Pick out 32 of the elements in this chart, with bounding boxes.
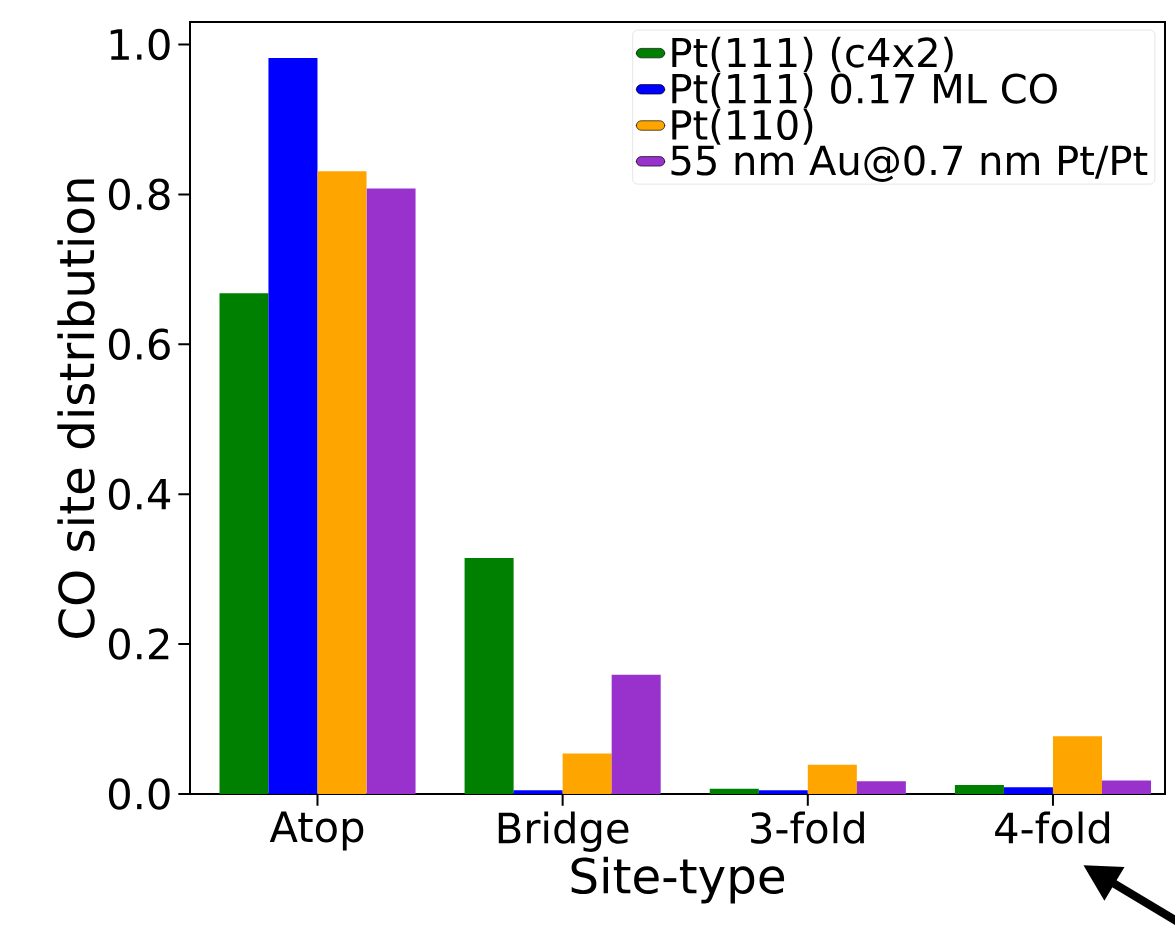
- legend-label: Pt(111) (c4x2): [672, 36, 953, 73]
- bar: [317, 171, 367, 794]
- bar: [219, 293, 269, 794]
- legend-label: Pt(110): [672, 109, 813, 145]
- bar: [366, 188, 416, 794]
- bar: [1003, 787, 1053, 794]
- bar: [464, 557, 514, 794]
- y-tick-label: 0.6: [108, 328, 170, 361]
- x-tick-label: Atop: [269, 811, 364, 851]
- x-tick-label: Bridge: [498, 811, 629, 852]
- x-tick-label: 3-fold: [751, 811, 864, 844]
- bar: [1052, 736, 1102, 794]
- y-tick-label: 1.0: [110, 28, 170, 61]
- bar: [954, 784, 1004, 794]
- y-tick-label: 0.8: [108, 178, 170, 211]
- bar: [1101, 780, 1152, 794]
- legend-label: Pt(111) 0.17 ML CO: [672, 72, 1057, 109]
- bar: [268, 57, 318, 794]
- bar: [709, 788, 759, 794]
- bar: [807, 764, 857, 794]
- x-tick-label: 4-fold: [995, 811, 1110, 844]
- bar: [856, 781, 906, 794]
- x-axis-title: Site-type: [571, 856, 785, 904]
- y-tick-label: 0.4: [108, 478, 171, 510]
- bar: [758, 790, 808, 794]
- y-tick-label: 0.0: [108, 778, 170, 810]
- bar: [562, 753, 612, 794]
- y-axis-title: CO site distribution: [57, 179, 95, 638]
- bar: [513, 790, 563, 794]
- y-tick-label: 0.2: [108, 628, 169, 660]
- legend-label: 55 nm Au@0.7 nm Pt/Pt: [671, 145, 1148, 182]
- bar: [611, 674, 661, 794]
